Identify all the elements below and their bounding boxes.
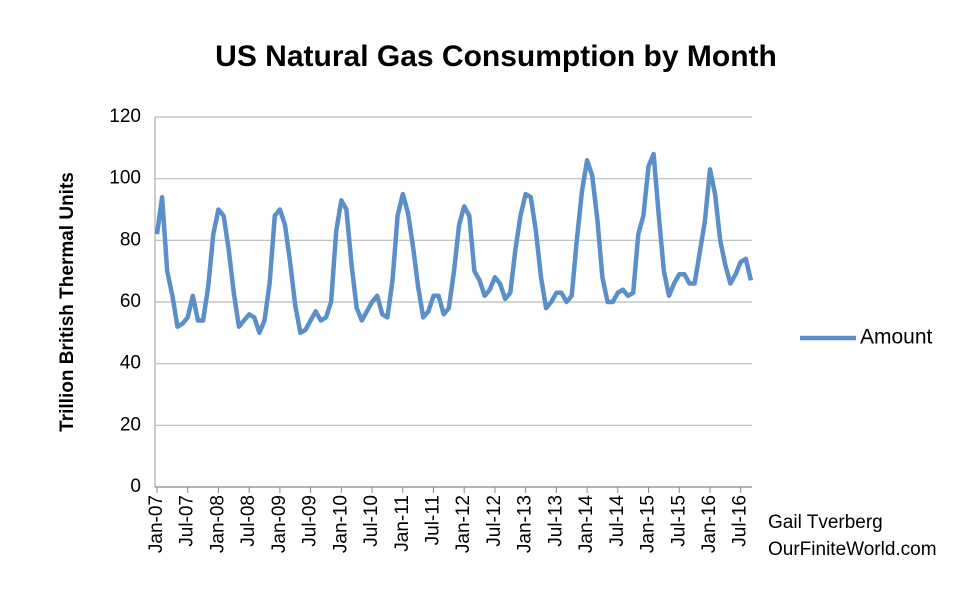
- x-tick-label: Jan-11: [392, 495, 413, 552]
- chart-title: US Natural Gas Consumption by Month: [215, 40, 777, 73]
- data-line: [154, 151, 754, 336]
- x-tick-label: Jul-09: [300, 495, 321, 547]
- x-tick-label: Jul-11: [422, 495, 443, 545]
- x-tick-label: Jul-08: [238, 495, 259, 547]
- x-tick-label: Jan-08: [207, 495, 228, 553]
- credit: OurFiniteWorld.com: [768, 539, 937, 560]
- x-tick-label: Jul-16: [730, 495, 751, 547]
- y-tick-label: 100: [109, 168, 141, 189]
- credit: Gail Tverberg: [768, 512, 883, 533]
- x-tick-label: Jan-14: [576, 495, 597, 554]
- x-tick-label: Jul-13: [545, 495, 566, 547]
- y-tick-label: 60: [120, 291, 141, 312]
- y-axis-label: Trillion British Thermal Units: [57, 172, 78, 432]
- y-tick-label: 40: [120, 353, 141, 374]
- y-tick-label: 80: [120, 229, 141, 250]
- x-tick-label: Jul-07: [177, 495, 198, 547]
- x-tick-label: Jan-10: [330, 495, 351, 553]
- y-tick-label: 0: [130, 476, 141, 497]
- x-tick-label: Jan-15: [638, 495, 659, 553]
- x-tick-label: Jan-07: [146, 495, 167, 553]
- x-tick-label: Jan-13: [515, 495, 536, 553]
- x-tick-label: Jul-12: [484, 495, 505, 547]
- y-tick-label: 20: [120, 414, 141, 435]
- x-tick-label: Jul-15: [668, 495, 689, 547]
- y-tick-label: 120: [109, 106, 141, 127]
- x-tick-label: Jan-16: [699, 495, 720, 553]
- legend-label: Amount: [860, 326, 933, 349]
- x-tick-label: Jan-12: [453, 495, 474, 553]
- x-tick-label: Jan-09: [269, 495, 290, 553]
- x-tick-label: Jul-14: [607, 495, 628, 547]
- x-tick-label: Jul-10: [361, 495, 382, 547]
